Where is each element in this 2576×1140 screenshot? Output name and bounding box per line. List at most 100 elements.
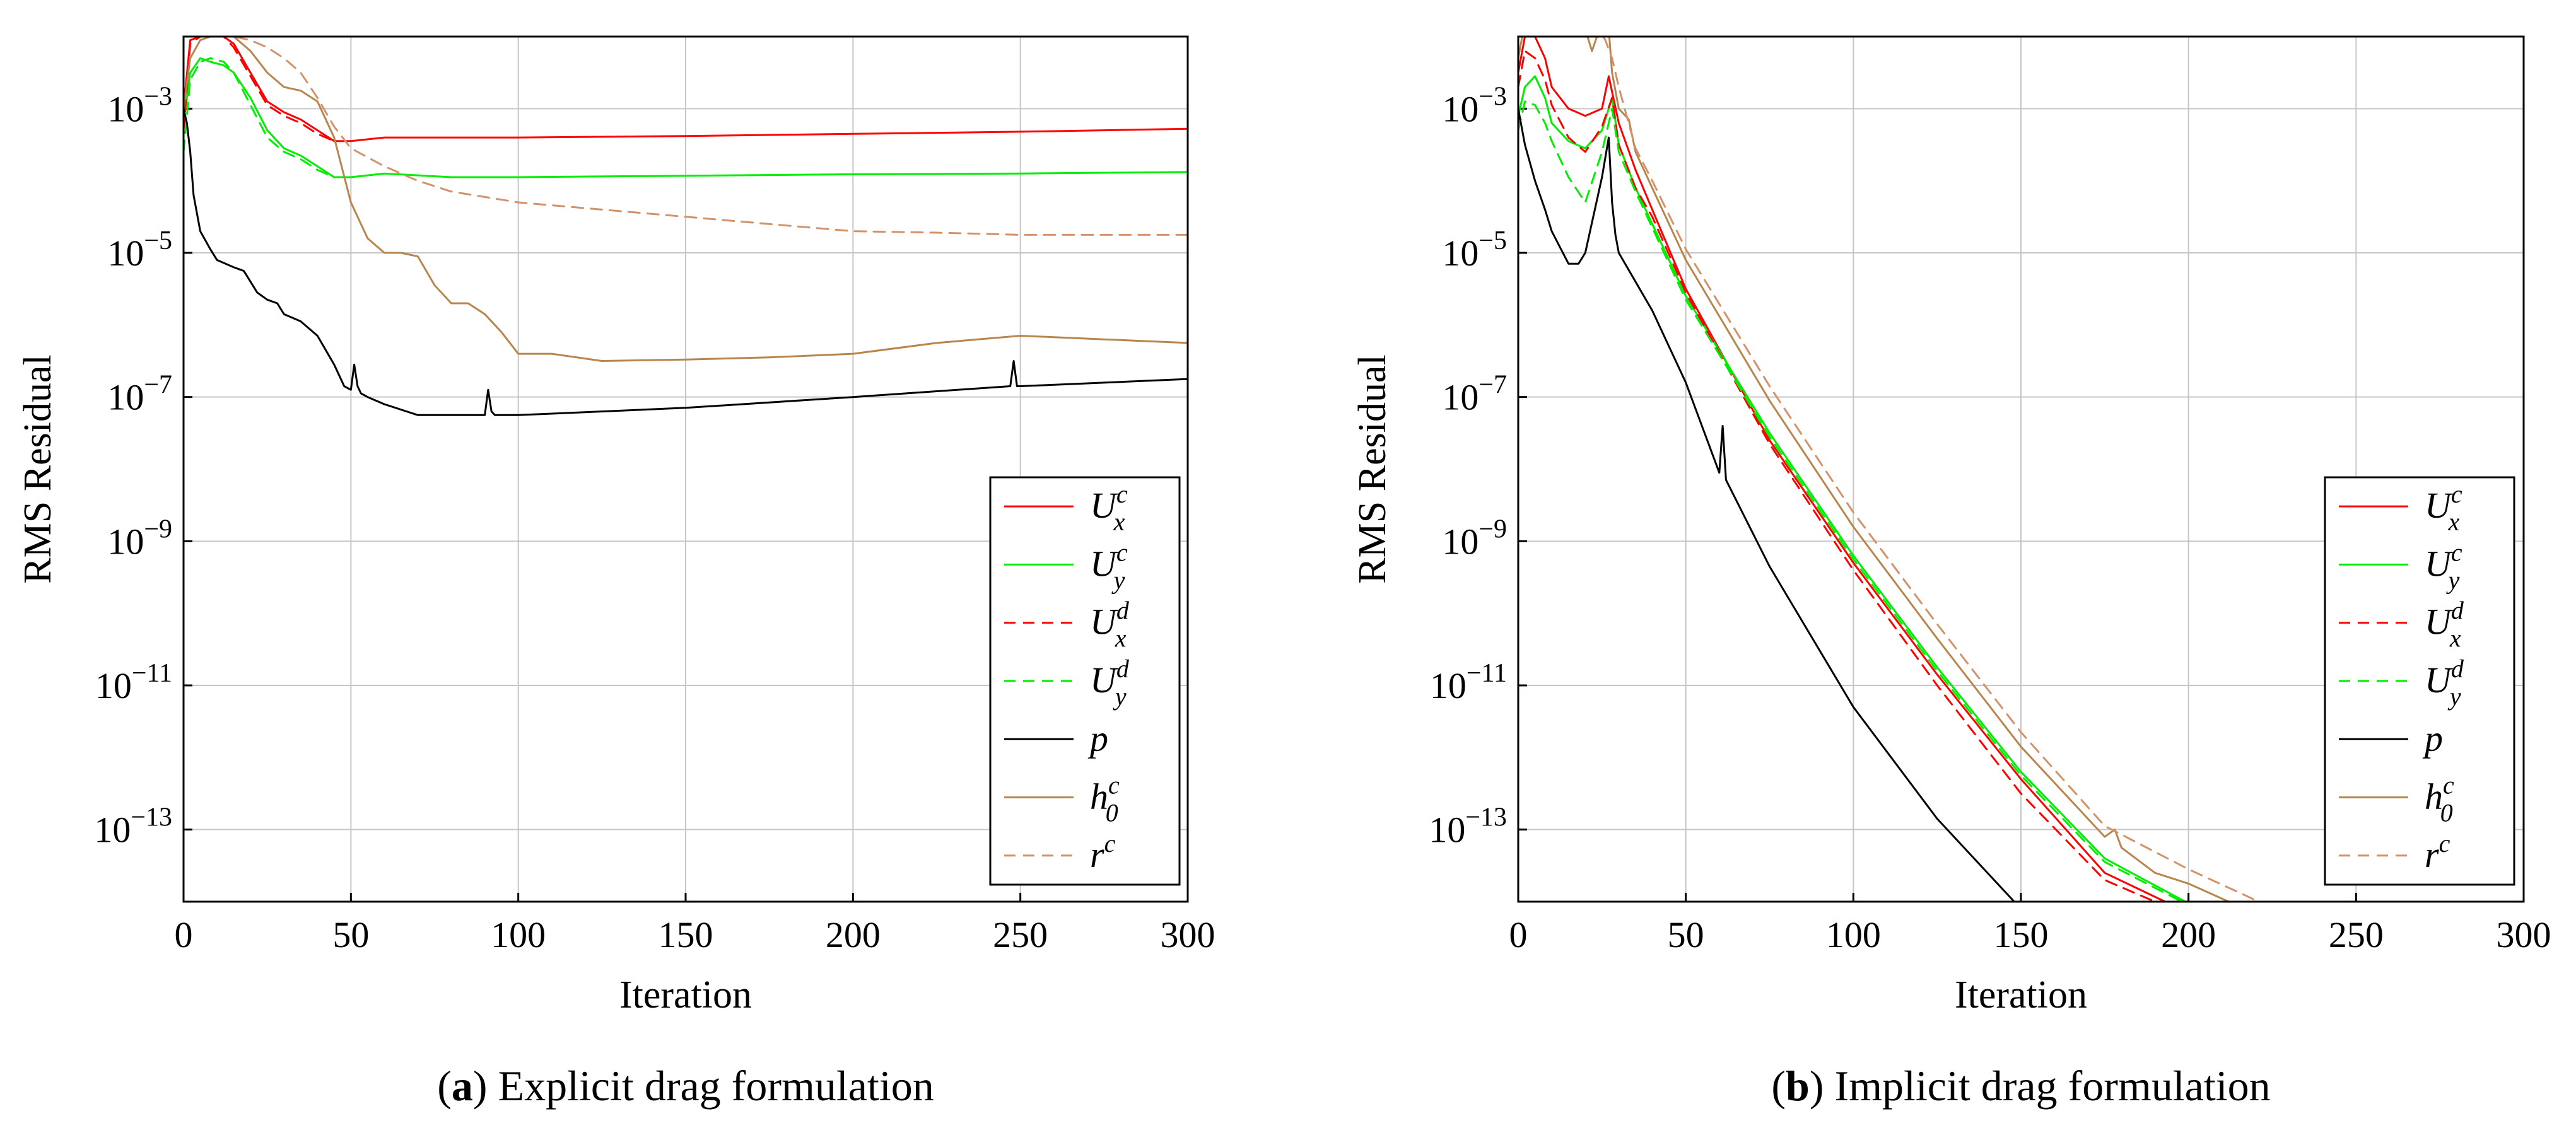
y-tick-base: 10: [1429, 810, 1465, 851]
legend-label-base: U: [2425, 543, 2454, 584]
x-tick-label: 200: [2161, 914, 2216, 955]
y-tick-exponent: −9: [144, 515, 172, 544]
legend-label-base: U: [1090, 602, 1119, 643]
y-tick-exponent: −5: [144, 226, 172, 255]
series-line-h0c: [184, 37, 1188, 362]
series-line-uxd: [184, 37, 336, 142]
legend-label-base: h: [2425, 776, 2443, 817]
legend-label: hc 0: [1090, 771, 1120, 827]
legend-label-sup: c: [2451, 538, 2462, 566]
legend-label-sup: c: [1116, 538, 1128, 566]
legend-label-sup: c: [1108, 771, 1120, 800]
plot-frame-a: [182, 35, 1189, 903]
series-line-uyc: [184, 57, 1188, 178]
x-tick-label: 250: [993, 914, 1048, 955]
legend-box: [2324, 476, 2515, 886]
x-tick-label: 300: [2497, 914, 2551, 955]
legend-label-base: p: [2422, 718, 2443, 759]
legend-label-base: r: [2425, 834, 2439, 875]
legend-label: p: [2422, 718, 2443, 759]
legend-label-base: U: [1090, 485, 1119, 526]
legend-label-sub: y: [2446, 566, 2460, 594]
y-tick-base: 10: [1442, 233, 1478, 274]
legend-label-base: h: [1090, 776, 1108, 817]
x-tick-label: 300: [1161, 914, 1215, 955]
caption-a: (a) Explicit drag formulation: [437, 1062, 934, 1110]
x-tick-label: 50: [1668, 914, 1704, 955]
y-axis-label-b: RMS Residual: [1351, 354, 1394, 583]
y-tick-label: 10−13: [94, 803, 172, 851]
legend-label-base: U: [1090, 660, 1119, 701]
legend-label: Uc y: [2425, 538, 2462, 594]
legend-label: Ud y: [2425, 654, 2464, 711]
legend-label-sub: 0: [1106, 799, 1118, 827]
y-tick-label: 10−11: [95, 659, 172, 706]
caption-a-label: a: [452, 1062, 473, 1110]
legend-label-sup: d: [2451, 654, 2464, 683]
y-tick-exponent: −13: [1465, 803, 1507, 832]
legend-label-sup: c: [2443, 771, 2454, 800]
legend-label-sub: x: [2449, 624, 2461, 653]
chart-panel-b: 0 50 100 150 200 250 30010−310−510−710−910−111…: [1351, 35, 2551, 1110]
legend-label-sub: y: [2447, 682, 2461, 711]
legend-label-sub: y: [1111, 566, 1125, 594]
tick-labels-a: 0 50 100 150 200 250 30010−310−510−710−910−111…: [94, 82, 1215, 955]
y-axis-label-a: RMS Residual: [16, 354, 59, 583]
y-tick-exponent: −3: [1478, 82, 1507, 111]
y-tick-exponent: −11: [132, 659, 172, 688]
series-line-uyd: [184, 57, 336, 178]
legend-label-sub: x: [1113, 508, 1125, 536]
y-tick-base: 10: [94, 810, 131, 851]
series-line-h0c: [1518, 37, 2230, 902]
x-tick-label: 0: [1509, 914, 1528, 955]
y-tick-base: 10: [1442, 377, 1478, 418]
y-tick-base: 10: [107, 88, 144, 129]
series-line-p: [1518, 107, 2015, 902]
y-tick-exponent: −9: [1478, 515, 1507, 544]
y-tick-label: 10−7: [1442, 371, 1507, 418]
series-group-a: [184, 37, 1188, 416]
legend-label-sup: c: [1104, 829, 1116, 858]
legend-label-base: p: [1087, 718, 1108, 759]
y-tick-base: 10: [1430, 665, 1467, 706]
x-tick-label: 150: [659, 914, 713, 955]
y-tick-label: 10−3: [1442, 82, 1507, 129]
legend-label-sup: c: [1116, 480, 1128, 508]
legend-label-sup: d: [2451, 596, 2464, 625]
y-tick-exponent: −7: [144, 371, 172, 400]
legend-label: Ud x: [1090, 596, 1130, 653]
legend-label: Ud y: [1090, 654, 1130, 711]
legend-label-base: U: [1090, 543, 1119, 584]
y-tick-base: 10: [1442, 521, 1478, 562]
legend-label-base: U: [2425, 602, 2454, 643]
chart-panel-a: 0 50 100 150 200 250 30010−310−510−710−910−111…: [16, 35, 1215, 1110]
tick-labels-b: 0 50 100 150 200 250 30010−310−510−710−910−111…: [1429, 82, 2551, 955]
y-tick-label: 10−3: [107, 82, 172, 129]
legend-label: p: [1087, 718, 1108, 759]
legend-label-sub: x: [2448, 508, 2460, 536]
legend-label: Uc y: [1090, 538, 1128, 594]
series-line-uyc: [1518, 75, 2186, 902]
legend-label-base: U: [2425, 660, 2454, 701]
legend-label-sup: c: [2451, 480, 2462, 508]
series-group-b: [1518, 37, 2260, 902]
legend-label: Ud x: [2425, 596, 2464, 653]
legend-label-sup: c: [2439, 829, 2450, 858]
y-tick-label: 10−5: [1442, 226, 1507, 274]
plot-frame-b: [1517, 35, 2525, 903]
y-tick-label: 10−13: [1429, 803, 1507, 851]
legend-label: rc: [1090, 829, 1116, 875]
legend-label-sub: x: [1115, 624, 1127, 653]
y-tick-exponent: −5: [1478, 226, 1507, 255]
legend-label: Uc x: [2425, 480, 2462, 536]
caption-a-text: Explicit drag formulation: [498, 1062, 934, 1110]
y-tick-exponent: −3: [144, 82, 172, 111]
series-line-rc: [1601, 37, 2260, 902]
y-tick-base: 10: [95, 665, 132, 706]
x-tick-label: 100: [491, 914, 546, 955]
y-tick-base: 10: [107, 233, 144, 274]
legend-label-base: U: [2425, 485, 2454, 526]
legend-box: [989, 476, 1181, 886]
y-tick-exponent: −11: [1467, 659, 1507, 688]
